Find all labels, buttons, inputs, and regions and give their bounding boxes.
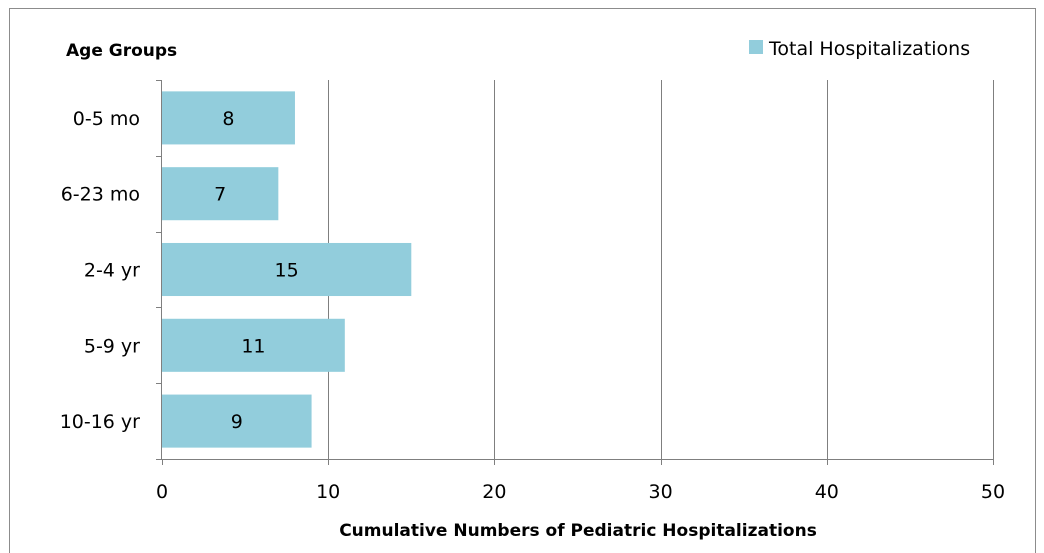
category-label: 0-5 mo — [73, 108, 140, 130]
category-label: 5-9 yr — [84, 335, 140, 357]
grid-lines — [328, 80, 994, 459]
bar-value-label: 11 — [241, 335, 265, 357]
bar-value-label: 15 — [275, 260, 299, 282]
bars: 8 7 15 11 9 — [162, 91, 412, 448]
x-tick-label: 50 — [981, 481, 1005, 503]
bar-0-5-mo — [162, 91, 295, 145]
x-tick-label: 0 — [156, 481, 168, 503]
category-label: 2-4 yr — [84, 260, 140, 282]
bar-5-9-yr — [162, 318, 345, 372]
bar-value-label: 9 — [231, 411, 243, 433]
bar-10-16-yr — [162, 394, 312, 448]
bar-2-4-yr — [162, 242, 412, 297]
category-label: 6-23 mo — [61, 184, 140, 206]
category-label: 10-16 yr — [60, 411, 140, 433]
bar-value-label: 8 — [222, 108, 234, 130]
x-axis-title: Cumulative Numbers of Pediatric Hospital… — [339, 521, 817, 541]
legend: Total Hospitalizations — [749, 38, 970, 60]
x-tick-label: 10 — [316, 481, 340, 503]
y-axis-title: Age Groups — [66, 41, 177, 61]
legend-swatch — [749, 40, 763, 54]
bar-6-23-mo — [162, 167, 279, 221]
x-tick-label: 40 — [815, 481, 839, 503]
x-tick-label: 20 — [482, 481, 506, 503]
bar-value-label: 7 — [214, 184, 226, 206]
x-tick-label: 30 — [649, 481, 673, 503]
axes — [156, 80, 994, 465]
tick-labels: 0-5 mo 6-23 mo 2-4 yr 5-9 yr 10-16 yr 0 10 20 30… — [60, 108, 1005, 503]
legend-label: Total Hospitalizations — [768, 38, 970, 60]
